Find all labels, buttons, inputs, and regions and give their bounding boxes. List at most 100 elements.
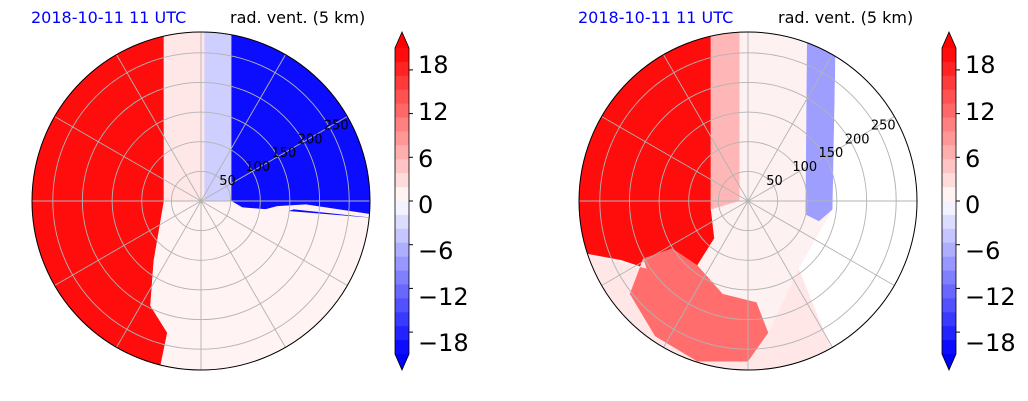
panel-right-colorbar-tick: 0 (965, 191, 980, 219)
colorbar-level (942, 312, 956, 327)
field-region (231, 32, 370, 215)
radial-tick-label: 150 (272, 146, 297, 161)
field-region (204, 32, 232, 201)
colorbar-level (942, 326, 956, 341)
colorbar-level (395, 48, 409, 63)
colorbar-extend-max (942, 32, 956, 48)
colorbar-level (942, 201, 956, 216)
colorbar-level (395, 103, 409, 118)
panel-right-colorbar-tick: −12 (965, 283, 1016, 311)
azimuth-spoke (200, 200, 348, 286)
radial-tick-label: 150 (819, 146, 844, 161)
colorbar-level (395, 131, 409, 146)
colorbar-level (395, 228, 409, 244)
panel-right-grid (579, 32, 917, 370)
azimuth-spoke (116, 200, 202, 348)
panel-right-colorbar-tick: 18 (965, 51, 996, 79)
colorbar-level (395, 298, 409, 313)
panel-left-colorbar-tick: 6 (418, 145, 433, 173)
colorbar-level (942, 256, 956, 271)
azimuth-spoke (663, 200, 749, 348)
radial-tick-label: 50 (219, 174, 236, 189)
colorbar-level (942, 103, 956, 118)
panel-left-colorbar-tick: −18 (418, 329, 469, 357)
field-region (163, 32, 205, 201)
panel-right-colorbar-ticks: 18 12 6 0 −6 −12 −18 (965, 51, 1016, 357)
colorbar-level (395, 214, 409, 230)
panel-right-colorbar-tick: −18 (965, 329, 1016, 357)
panel-right-colorbar: 18 12 6 0 −6 −12 −18 (941, 31, 1016, 371)
radial-tick-label: 100 (245, 160, 270, 175)
colorbar-level (395, 75, 409, 91)
azimuth-spoke (200, 200, 286, 348)
colorbar-level (942, 48, 956, 63)
panel-left-colorbar-tick: −6 (418, 237, 453, 265)
panel-left-colorbar-tick: 0 (418, 191, 433, 219)
colorbar-level (942, 117, 956, 132)
colorbar-level (395, 61, 409, 77)
colorbar-level (395, 201, 409, 216)
colorbar-extend-max (395, 32, 409, 48)
panel-left-colorbar-bar (394, 31, 413, 371)
azimuth-spoke (200, 116, 348, 202)
colorbar-level (395, 312, 409, 327)
colorbar-level (942, 214, 956, 230)
colorbar-extend-min (395, 354, 409, 370)
colorbar-level (395, 270, 409, 285)
colorbar-level (395, 187, 409, 202)
azimuth-spoke (601, 200, 749, 286)
colorbar-level (395, 145, 409, 160)
colorbar-level (395, 326, 409, 341)
colorbar-level (395, 89, 409, 105)
panel-left-colorbar-ticks: 18 12 6 0 −6 −12 −18 (418, 51, 469, 357)
colorbar-level (942, 284, 956, 299)
panel-left-date-title: 2018-10-11 11 UTC (31, 8, 186, 27)
azimuth-spoke (200, 54, 286, 202)
azimuth-spoke (601, 116, 749, 202)
colorbar-outline (941, 31, 957, 371)
panel-right-variable-title: rad. vent. (5 km) (778, 8, 913, 27)
panel-right-plot-border (578, 31, 918, 371)
panel-right: 2018-10-11 11 UTC rad. vent. (5 km) 50 10… (578, 8, 1016, 371)
colorbar-level (942, 75, 956, 91)
radial-tick-label: 200 (845, 132, 870, 147)
colorbar-level (942, 340, 956, 355)
colorbar-level (395, 340, 409, 355)
colorbar-level (942, 187, 956, 202)
radial-tick-label: 250 (324, 118, 349, 133)
panel-left-variable-title: rad. vent. (5 km) (230, 8, 365, 27)
colorbar-level (942, 242, 956, 258)
colorbar-level (942, 159, 956, 174)
colorbar-level (395, 159, 409, 174)
colorbar-level (942, 228, 956, 244)
panel-left-colorbar-tick: −12 (418, 283, 469, 311)
colorbar-level (942, 89, 956, 105)
azimuth-spoke (747, 116, 895, 202)
radial-tick-label: 200 (298, 132, 323, 147)
colorbar-level (942, 61, 956, 77)
field-region (629, 248, 769, 362)
panel-left-colorbar-tick: 12 (418, 98, 449, 126)
azimuth-spoke (116, 54, 202, 202)
radial-tick-label: 100 (792, 160, 817, 175)
colorbar-level (395, 117, 409, 132)
azimuth-spoke (54, 116, 202, 202)
azimuth-spoke (747, 200, 833, 348)
panel-left-plot-border (31, 31, 371, 371)
colorbar-level (942, 173, 956, 188)
panel-right-date-title: 2018-10-11 11 UTC (578, 8, 733, 27)
panel-left-colorbar: 18 12 6 0 −6 −12 −18 (394, 31, 469, 371)
panel-right-colorbar-bar (941, 31, 960, 371)
colorbar-extend-min (942, 354, 956, 370)
azimuth-spoke (663, 54, 749, 202)
radial-tick-label: 50 (766, 174, 783, 189)
colorbar-level (395, 256, 409, 271)
colorbar-level (395, 173, 409, 188)
azimuth-spoke (54, 200, 202, 286)
colorbar-level (942, 270, 956, 285)
